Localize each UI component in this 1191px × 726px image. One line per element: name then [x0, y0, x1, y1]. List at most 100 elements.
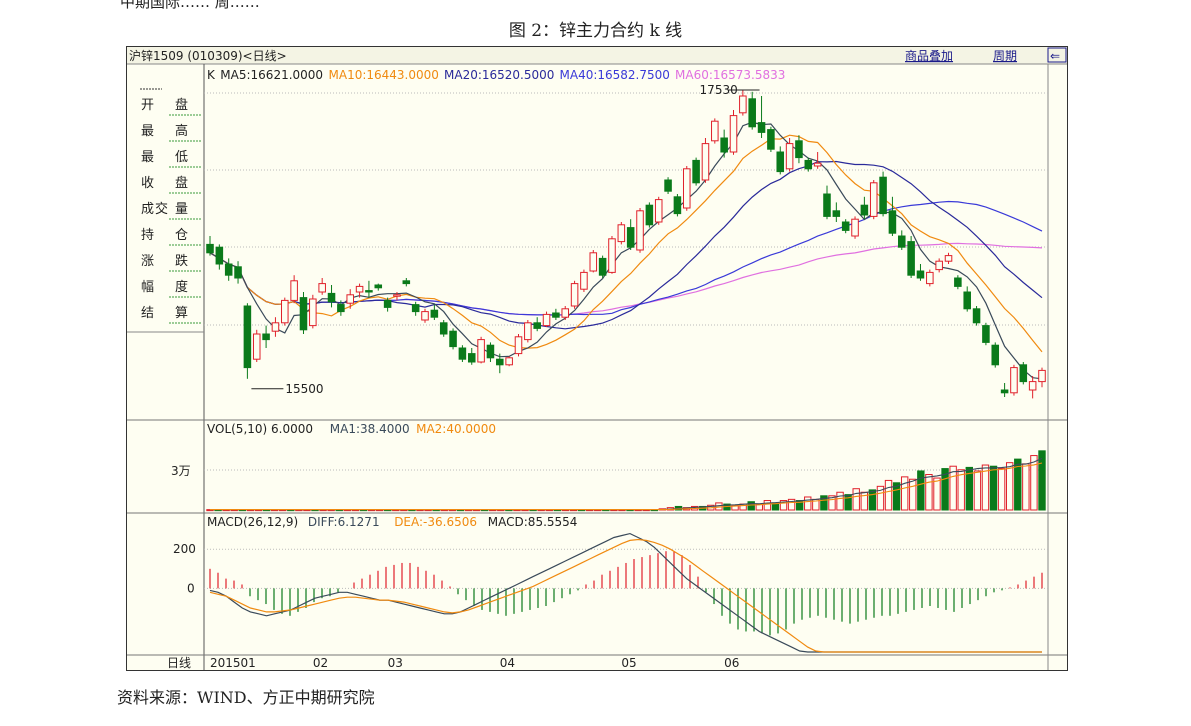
sidebar-label-b-8: 算	[175, 306, 188, 321]
xaxis-period-label: 日线	[167, 656, 191, 670]
candle	[851, 218, 859, 237]
candle	[570, 283, 579, 307]
candle	[907, 241, 915, 276]
candle	[561, 308, 570, 318]
volume-bar	[949, 465, 957, 511]
candle	[1038, 369, 1046, 383]
candle	[729, 115, 738, 153]
candle	[224, 263, 233, 276]
candle	[542, 313, 551, 327]
candle	[776, 151, 785, 173]
volume-bar	[868, 489, 877, 511]
volume-bar	[779, 500, 788, 511]
candle	[234, 266, 242, 279]
candle	[589, 252, 598, 272]
candle	[411, 304, 420, 313]
sidebar-label-b-6: 跌	[175, 253, 188, 269]
candle	[645, 204, 654, 226]
candle	[449, 330, 457, 348]
kline-chart[interactable]: 沪锌1509 (010309)<日线> 商品叠加 周期 ⇐ 开盘最高最低收盘成交量持仓涨…	[126, 46, 1068, 671]
candle	[701, 143, 710, 181]
candle	[954, 277, 962, 287]
candle	[785, 143, 794, 170]
volume-bar	[941, 468, 949, 511]
xaxis-tick-1: 02	[313, 656, 328, 670]
sidebar-label-7: 幅	[141, 280, 155, 295]
vol-ma2-line	[210, 462, 1043, 511]
candle	[1010, 367, 1018, 394]
sidebar-label-6: 涨	[141, 254, 155, 269]
candle	[711, 120, 719, 142]
volume-bar	[804, 496, 812, 511]
candle	[402, 280, 411, 285]
sidebar-label-3: 收	[141, 176, 155, 191]
candle	[879, 176, 887, 215]
candle	[832, 210, 841, 217]
candle	[664, 179, 672, 192]
volume-bar	[997, 468, 1006, 511]
candle	[748, 98, 756, 128]
candle	[767, 129, 775, 150]
candle	[514, 336, 523, 355]
candle	[982, 325, 990, 343]
volume-bar	[763, 500, 772, 511]
candle	[505, 357, 513, 366]
candle	[972, 308, 981, 324]
candle	[598, 257, 607, 276]
volume-bar	[973, 470, 982, 511]
candle	[290, 280, 298, 301]
volume-bar	[876, 485, 885, 511]
macd-legend-1: DIFF:6.1271	[308, 515, 380, 529]
macd-legend-2: DEA:-36.6506	[394, 515, 477, 529]
volume-bar	[925, 474, 933, 511]
annotation-high: 17530	[700, 83, 738, 97]
volume-bar	[747, 501, 755, 511]
header-title: 沪锌1509 (010309)<日线>	[129, 49, 287, 63]
sidebar-label-5: 持	[141, 228, 155, 243]
volume-bar	[1022, 463, 1030, 511]
price-legend-5: MA60:16573.5833	[675, 68, 785, 82]
candle	[552, 312, 560, 318]
candle	[654, 199, 663, 223]
candle	[869, 182, 878, 217]
volume-bar	[1005, 462, 1014, 511]
price-legend-3: MA20:16520.5000	[444, 68, 554, 82]
toggle-arrow-icon: ⇐	[1050, 49, 1060, 63]
candle	[720, 137, 728, 153]
volume-bar	[1038, 450, 1046, 511]
candle	[467, 353, 476, 363]
sidebar-label-b-0: 盘	[175, 97, 188, 113]
candle	[935, 260, 943, 271]
sidebar-label-2: 最	[141, 150, 155, 165]
sidebar-label-b-1: 高	[175, 123, 188, 139]
candle	[271, 322, 280, 332]
candle	[486, 344, 495, 359]
period-button[interactable]: 周期	[993, 49, 1017, 63]
volume-bar	[965, 466, 974, 511]
candle	[692, 159, 700, 184]
overlay-button[interactable]: 商品叠加	[905, 48, 953, 63]
price-legend-0: K	[207, 68, 216, 82]
candle	[991, 344, 1000, 366]
sidebar-label-b-7: 度	[175, 279, 188, 295]
candle	[318, 283, 326, 293]
price-legend-2: MA10:16443.0000	[329, 68, 439, 82]
sidebar-label-b-3: 盘	[175, 175, 188, 191]
macd-legend-3: MACD:85.5554	[488, 515, 578, 529]
candle	[813, 162, 822, 167]
xaxis-tick-2: 03	[388, 656, 403, 670]
ma60-line	[209, 242, 1043, 316]
dea-line	[209, 538, 1042, 653]
candle	[757, 122, 766, 133]
price-legend-4: MA40:16582.7500	[560, 68, 670, 82]
candle	[682, 168, 691, 209]
xaxis-tick-0: 201501	[210, 656, 256, 670]
kline-svg: 沪锌1509 (010309)<日线> 商品叠加 周期 ⇐开 盘最 高最 低收 盘成交 量持 仓涨…	[127, 47, 1067, 670]
toggle-button[interactable]	[1047, 47, 1067, 63]
candle	[898, 235, 906, 248]
volume-bar	[989, 465, 998, 511]
sidebar-label-8: 结	[141, 306, 155, 321]
candle	[337, 304, 345, 313]
volume-bar	[820, 495, 828, 511]
source-note: 资料来源：WIND、方正中期研究院	[117, 688, 375, 707]
